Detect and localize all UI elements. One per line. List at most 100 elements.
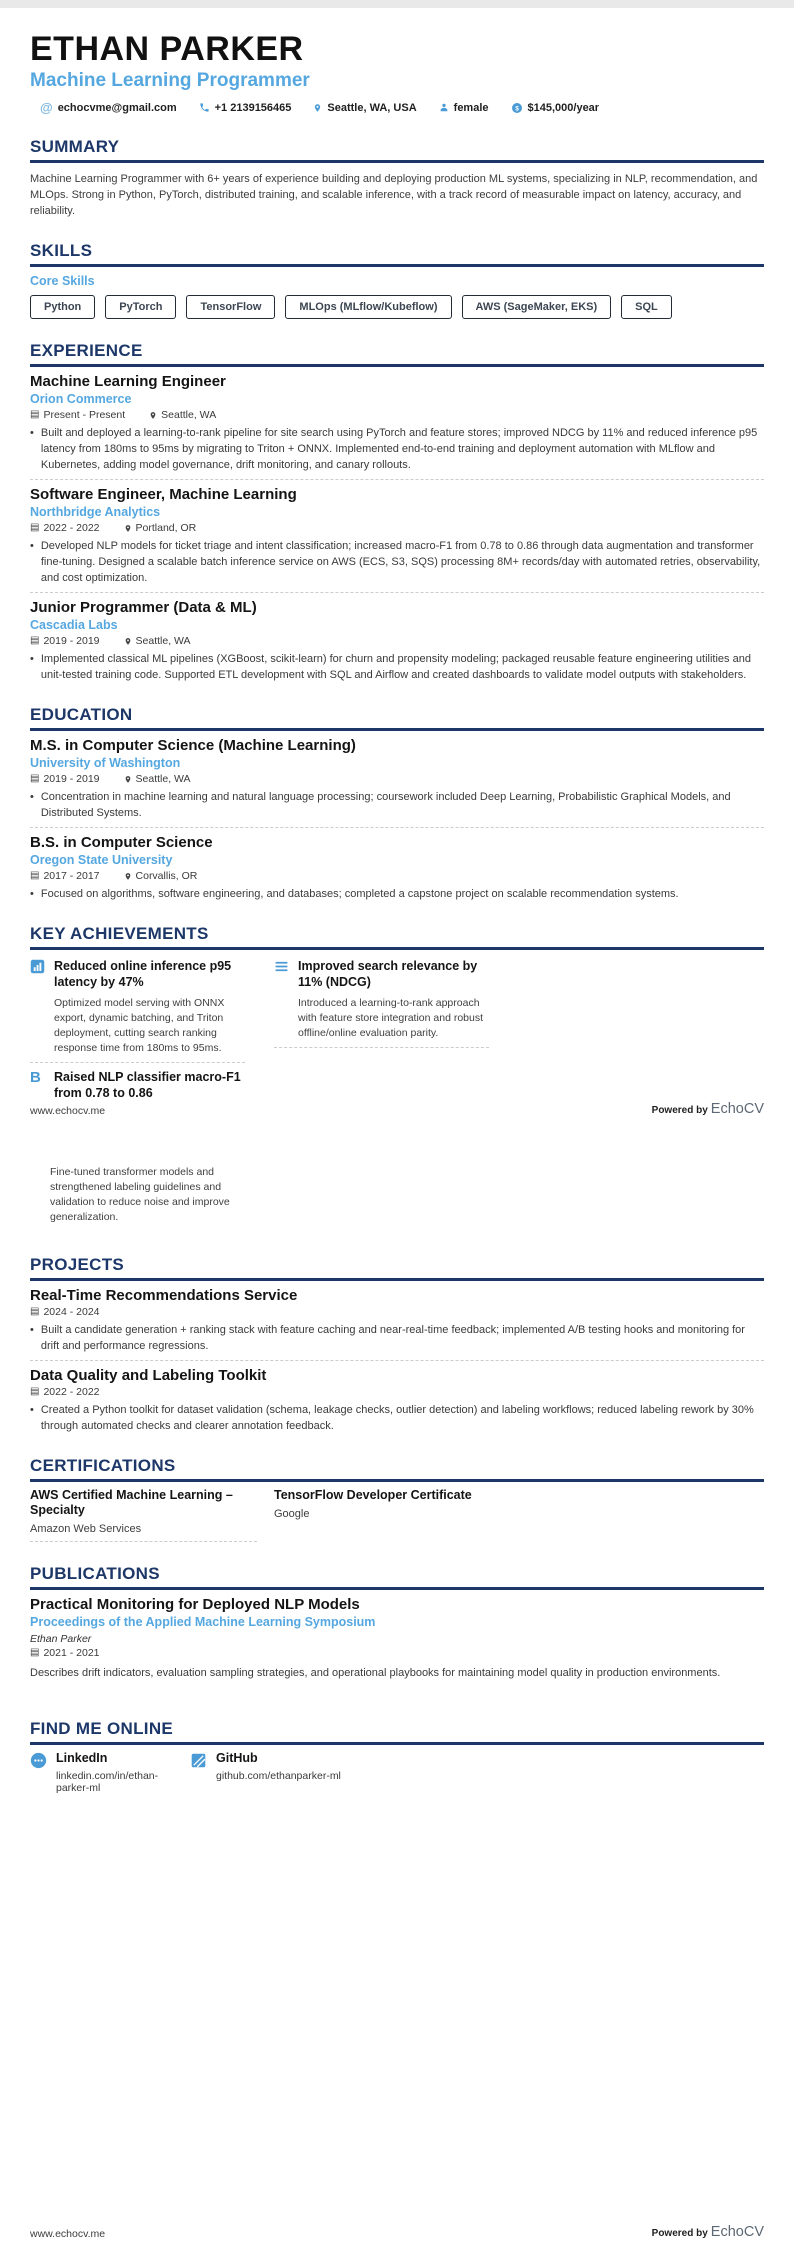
school-name: University of Washington — [30, 756, 181, 770]
location-icon — [124, 871, 132, 882]
calendar-icon: ▤ — [30, 1386, 40, 1397]
publication-title: Practical Monitoring for Deployed NLP Mo… — [30, 1596, 360, 1613]
find-me-online-section: FIND ME ONLINE LinkedIn linkedin.com/in/… — [30, 1719, 764, 1794]
bullet-item: • Built and deployed a learning-to-rank … — [30, 425, 764, 473]
summary-heading: SUMMARY — [30, 137, 764, 163]
contact-location-text: Seattle, WA, USA — [327, 101, 417, 114]
contact-salary-text: $145,000/year — [527, 101, 600, 114]
contact-gender-text: female — [453, 101, 489, 114]
degree-title: M.S. in Computer Science (Machine Learni… — [30, 737, 356, 754]
achievement-divider — [274, 1047, 489, 1048]
project-dates: ▤ 2022 - 2022 — [30, 1386, 100, 1398]
bullet-dot: • — [30, 653, 34, 665]
footer-powered-by: Powered by EchoCV — [652, 2224, 764, 2240]
education-location-text: Corvallis, OR — [135, 870, 198, 882]
bar-chart-icon — [30, 958, 46, 1056]
skill-pill: Python — [30, 295, 96, 319]
powered-by-label: Powered by — [651, 2228, 708, 2239]
education-location: Seattle, WA — [124, 773, 191, 785]
experience-entry: Software Engineer, Machine Learning Nort… — [30, 486, 764, 593]
entry-divider — [30, 827, 764, 828]
education-dates-text: 2019 - 2019 — [43, 773, 100, 785]
job-bullets: • Developed NLP models for ticket triage… — [30, 538, 764, 586]
publication-dates-text: 2021 - 2021 — [43, 1647, 100, 1659]
echocv-brand-link[interactable]: EchoCV — [710, 1101, 764, 1117]
contact-email[interactable]: @ echocvme@gmail.com — [40, 100, 177, 115]
achievement-item: Reduced online inference p95 latency by … — [30, 958, 245, 1056]
project-meta: ▤ 2024 - 2024 — [30, 1306, 764, 1318]
linkedin-icon — [30, 1751, 48, 1794]
footer-site-link[interactable]: www.echocv.me — [30, 1105, 106, 1117]
bullet-text: Built and deployed a learning-to-rank pi… — [40, 427, 758, 471]
projects-heading: PROJECTS — [30, 1255, 764, 1281]
person-icon — [439, 102, 449, 113]
contact-row: @ echocvme@gmail.com +1 2139156465 Seatt… — [40, 100, 764, 115]
online-profile-github: GitHub github.com/ethanparker-ml — [190, 1751, 350, 1794]
job-location-text: Seattle, WA — [135, 635, 191, 647]
github-icon — [190, 1751, 208, 1794]
summary-text: Machine Learning Programmer with 6+ year… — [30, 173, 758, 217]
achievement-item: B Raised NLP classifier macro-F1 from 0.… — [30, 1069, 245, 1101]
job-company: Orion Commerce — [30, 392, 132, 406]
footer-site-link[interactable]: www.echocv.me — [30, 2228, 106, 2240]
skill-pill: AWS (SageMaker, EKS) — [461, 295, 612, 319]
education-location: Corvallis, OR — [124, 870, 198, 882]
footer-powered-by: Powered by EchoCV — [652, 1101, 764, 1117]
certifications-heading: CERTIFICATIONS — [30, 1456, 764, 1482]
bullet-dot: • — [30, 1404, 34, 1416]
education-heading: EDUCATION — [30, 705, 764, 731]
online-profile-label: GitHub — [216, 1751, 258, 1765]
contact-phone[interactable]: +1 2139156465 — [199, 102, 291, 114]
bullet-dot: • — [30, 1324, 34, 1336]
skill-pill: PyTorch — [105, 295, 177, 319]
powered-by-label: Powered by — [651, 1105, 708, 1116]
project-dates: ▤ 2024 - 2024 — [30, 1306, 100, 1318]
list-icon — [274, 958, 290, 1041]
achievement-desc: Optimized model serving with ONNX export… — [54, 997, 225, 1054]
job-location: Portland, OR — [124, 522, 197, 534]
education-location-text: Seattle, WA — [135, 773, 191, 785]
github-url-link[interactable]: github.com/ethanparker-ml — [216, 1770, 341, 1782]
contact-salary: $ $145,000/year — [511, 101, 600, 114]
achievements-grid: Reduced online inference p95 latency by … — [30, 958, 764, 1101]
location-icon — [313, 102, 322, 114]
education-section: EDUCATION M.S. in Computer Science (Mach… — [30, 705, 764, 902]
job-location: Seattle, WA — [124, 635, 191, 647]
skills-group-label: Core Skills — [30, 274, 95, 288]
entry-divider — [30, 592, 764, 593]
job-location-text: Portland, OR — [135, 522, 197, 534]
online-profile-label: LinkedIn — [56, 1751, 108, 1765]
achievement-desc: Introduced a learning-to-rank approach w… — [298, 997, 484, 1039]
contact-email-text: echocvme@gmail.com — [57, 101, 177, 114]
calendar-icon: ▤ — [30, 409, 40, 420]
location-icon — [149, 410, 157, 421]
calendar-icon: ▤ — [30, 522, 40, 533]
bullet-text: Developed NLP models for ticket triage a… — [40, 540, 761, 584]
location-icon — [124, 636, 132, 647]
certifications-section: CERTIFICATIONS AWS Certified Machine Lea… — [30, 1456, 764, 1542]
entry-divider — [30, 1360, 764, 1361]
bullet-item: • Implemented classical ML pipelines (XG… — [30, 651, 764, 683]
achievements-column-left: Reduced online inference p95 latency by … — [30, 958, 245, 1101]
project-title: Data Quality and Labeling Toolkit — [30, 1367, 267, 1384]
bullet-text: Implemented classical ML pipelines (XGBo… — [40, 653, 751, 681]
job-meta: ▤ 2019 - 2019 Seattle, WA — [30, 635, 764, 647]
bullet-item: • Focused on algorithms, software engine… — [30, 886, 764, 902]
linkedin-url-link[interactable]: linkedin.com/in/ethan-parker-ml — [56, 1770, 159, 1794]
bullet-item: • Built a candidate generation + ranking… — [30, 1322, 764, 1354]
echocv-brand-link[interactable]: EchoCV — [710, 2224, 764, 2240]
publication-desc: Describes drift indicators, evaluation s… — [30, 1667, 721, 1679]
skill-pill: MLOps (MLflow/Kubeflow) — [285, 295, 452, 319]
letter-b-icon: B — [30, 1069, 41, 1086]
bullet-item: • Concentration in machine learning and … — [30, 789, 764, 821]
bullet-item: • Created a Python toolkit for dataset v… — [30, 1402, 764, 1434]
bullet-item: • Developed NLP models for ticket triage… — [30, 538, 764, 586]
publication-author: Ethan Parker — [30, 1633, 92, 1645]
job-title: Software Engineer, Machine Learning — [30, 486, 297, 503]
school-name: Oregon State University — [30, 853, 173, 867]
skill-pill: TensorFlow — [186, 295, 276, 319]
online-profile-linkedin: LinkedIn linkedin.com/in/ethan-parker-ml — [30, 1751, 190, 1794]
bullet-dot: • — [30, 791, 34, 803]
achievements-section: KEY ACHIEVEMENTS Reduced online inferenc… — [30, 924, 764, 1101]
achievement-title: Reduced online inference p95 latency by … — [54, 959, 232, 989]
